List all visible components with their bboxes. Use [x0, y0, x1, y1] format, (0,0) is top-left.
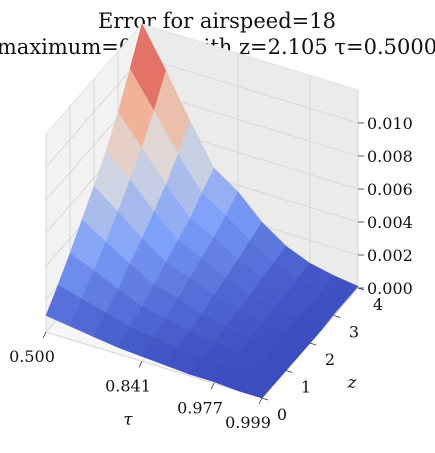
y-tick-mark — [309, 342, 317, 346]
surface-cell — [237, 374, 275, 399]
x-tick-label: 0.977 — [177, 398, 223, 417]
z-tick-label: 0.002 — [367, 246, 413, 265]
y-tick-mark — [333, 315, 341, 318]
y-tick-label: 3 — [349, 323, 359, 342]
x-tick-mark — [138, 361, 143, 368]
y-tick-label: 1 — [301, 378, 311, 397]
z-tick-label: 0.008 — [367, 147, 413, 166]
x-tick-label: 0.500 — [9, 347, 55, 366]
x-tick-label: 0.841 — [105, 376, 151, 395]
x-axis-label: τ — [123, 410, 133, 430]
z-tick-label: 0.004 — [367, 213, 413, 232]
x-tick-mark — [42, 331, 47, 339]
z-tick-label: 0.000 — [367, 279, 413, 298]
y-tick-mark — [261, 397, 269, 401]
surface-mesh — [45, 23, 359, 399]
z-tick-label: 0.006 — [367, 180, 413, 199]
y-tick-label: 0 — [277, 405, 287, 424]
y-axis-label: z — [347, 373, 358, 393]
y-tick-label: 2 — [325, 350, 335, 369]
y-tick-label: 4 — [373, 295, 383, 314]
x-tick-mark — [258, 397, 263, 405]
z-tick-label: 0.010 — [367, 114, 413, 133]
y-tick-mark — [285, 370, 293, 373]
x-tick-mark — [210, 383, 215, 390]
x-tick-label: 0.999 — [225, 413, 271, 432]
chart-title-line1: Error for airspeed=18 — [98, 9, 336, 33]
